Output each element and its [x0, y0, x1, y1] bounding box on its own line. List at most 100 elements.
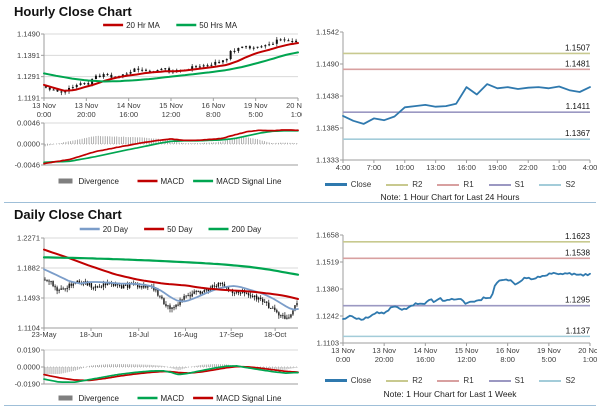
daily-price-chart: 20 Day 50 Day 200 Day 1.2271 1.1882 1.1493 1.1…: [17, 225, 300, 339]
legend-label: Close: [350, 180, 372, 189]
pivot-value-s1: 1.1411: [566, 102, 591, 111]
x-tick-label: 16-Aug: [173, 330, 197, 339]
x-tick-label: 20:00: [77, 110, 96, 119]
legend-label: MACD: [161, 177, 185, 186]
hourly-macd-chart: 0.0046 0.0000 -0.0046 Divergence MACD MACD Si…: [15, 119, 299, 186]
ma-line-50-day: [43, 248, 299, 300]
legend-label: S1: [514, 376, 525, 385]
ma-line-20-hr-ma: [43, 42, 299, 92]
close-line: [342, 271, 591, 321]
legend-swatch-r2: [386, 183, 409, 186]
hourly-section-title: Hourly Close Chart: [14, 4, 132, 19]
x-tick-label: 20 Nov: [578, 346, 597, 355]
pivot-value-s2: 1.1367: [565, 129, 590, 138]
y-tick-label: 0.0000: [17, 140, 40, 149]
x-tick-label: 19 Nov: [244, 101, 268, 110]
legend-swatch-r2: [386, 379, 409, 382]
x-tick-label: 19:00: [488, 163, 507, 172]
y-tick-label: 1.1490: [17, 30, 40, 39]
y-tick-label: 1.1291: [17, 72, 40, 81]
y-tick-label: 1.2271: [17, 234, 40, 243]
legend-label: Close: [350, 376, 372, 385]
legend-label: Divergence: [79, 177, 120, 186]
legend-item-s2: S2: [539, 376, 575, 385]
legend-swatch-divergence: [58, 178, 73, 184]
x-tick-label: 19 Nov: [537, 346, 561, 355]
pivot-value-r2: 1.1507: [565, 43, 590, 52]
x-tick-label: 4:00: [336, 163, 351, 172]
macd-signal-line: [43, 129, 299, 164]
x-tick-label: 17-Sep: [219, 330, 243, 339]
daily-pivot-legend: Close R2 R1 S1 S2: [303, 376, 597, 385]
legend-label: S2: [565, 180, 576, 189]
x-tick-label: 13 Nov: [331, 346, 355, 355]
legend-item-close: Close: [324, 376, 372, 385]
legend-label: 20 Day: [103, 225, 128, 234]
x-tick-label: 16:00: [457, 163, 476, 172]
legend-label: R2: [412, 180, 423, 189]
section-divider: [4, 202, 596, 203]
x-tick-label: 12:00: [457, 355, 476, 364]
x-tick-label: 5:00: [248, 110, 263, 119]
x-tick-label: 18-Jul: [129, 330, 150, 339]
y-tick-label: 1.1391: [17, 51, 40, 60]
legend-swatch-s2: [539, 183, 562, 186]
x-tick-label: 16:00: [416, 355, 435, 364]
x-tick-label: 13 Nov: [32, 101, 56, 110]
x-tick-label: 22:00: [519, 163, 538, 172]
hourly-pivot-note: Note: 1 Hour Chart for Last 24 Hours: [380, 192, 520, 202]
x-tick-label: 8:00: [500, 355, 515, 364]
legend-label: Divergence: [79, 394, 120, 403]
legend-item-s1: S1: [488, 376, 525, 385]
x-tick-label: 13 Nov: [372, 346, 396, 355]
daily-macd-chart: 0.0190 0.0000 -0.0190 Divergence MACD MACD Si…: [15, 346, 299, 403]
macd-line: [43, 129, 299, 165]
bottom-divider: [4, 405, 596, 406]
y-tick-label: 1.1519: [316, 258, 339, 267]
ma-line-50-hrs-ma: [43, 51, 299, 83]
x-tick-label: 14 Nov: [117, 101, 141, 110]
y-tick-label: 1.1380: [316, 285, 339, 294]
y-tick-label: 1.1490: [316, 60, 339, 69]
legend-swatch-s1: [488, 379, 511, 382]
y-tick-label: -0.0190: [15, 380, 40, 389]
legend-swatch-s2: [539, 379, 562, 382]
x-tick-label: 16:00: [119, 110, 138, 119]
pivot-value-r2: 1.1623: [565, 232, 590, 241]
x-tick-label: 16 Nov: [496, 346, 520, 355]
close-line: [342, 83, 591, 125]
hourly-pivot-legend: Close R2 R1 S1 S2: [303, 180, 597, 189]
x-tick-label: 15 Nov: [455, 346, 479, 355]
legend-label: 50 Hrs MA: [199, 21, 237, 30]
macd-line: [43, 365, 299, 384]
legend-label: 200 Day: [232, 225, 262, 234]
y-tick-label: 1.1882: [17, 264, 40, 273]
x-tick-label: 1:00: [583, 355, 597, 364]
legend-swatch-divergence: [58, 395, 73, 401]
y-tick-label: 1.1658: [316, 231, 339, 240]
y-tick-label: 0.0000: [17, 363, 40, 372]
y-tick-label: 0.0046: [17, 119, 40, 128]
legend-item-r1: R1: [437, 180, 474, 189]
legend-label: S2: [565, 376, 576, 385]
y-tick-label: 1.1385: [316, 124, 339, 133]
ma-line-200-day: [42, 256, 300, 276]
y-tick-label: 1.1333: [316, 156, 339, 165]
y-tick-label: 0.0190: [17, 346, 40, 355]
y-tick-label: 1.1493: [17, 294, 40, 303]
legend-item-close: Close: [324, 180, 372, 189]
legend-label: R1: [463, 180, 474, 189]
hourly-price-chart: 20 Hr MA 50 Hrs MA 1.1490 1.1391 1.1291 1.119…: [17, 21, 302, 119]
x-tick-label: 4:00: [583, 163, 597, 172]
legend-swatch-close: [324, 183, 347, 186]
legend-label: R2: [412, 376, 423, 385]
daily-pivot-note: Note: 1 Hour Chart for Last 1 Week: [383, 389, 517, 399]
x-tick-label: 7:00: [367, 163, 382, 172]
legend-label: MACD Signal Line: [216, 177, 282, 186]
y-tick-label: 1.1191: [18, 94, 40, 103]
legend-item-r2: R2: [386, 376, 422, 385]
macd-signal-line: [43, 365, 299, 382]
x-tick-label: 8:00: [206, 110, 221, 119]
pivot-value-r1: 1.1538: [565, 248, 590, 257]
